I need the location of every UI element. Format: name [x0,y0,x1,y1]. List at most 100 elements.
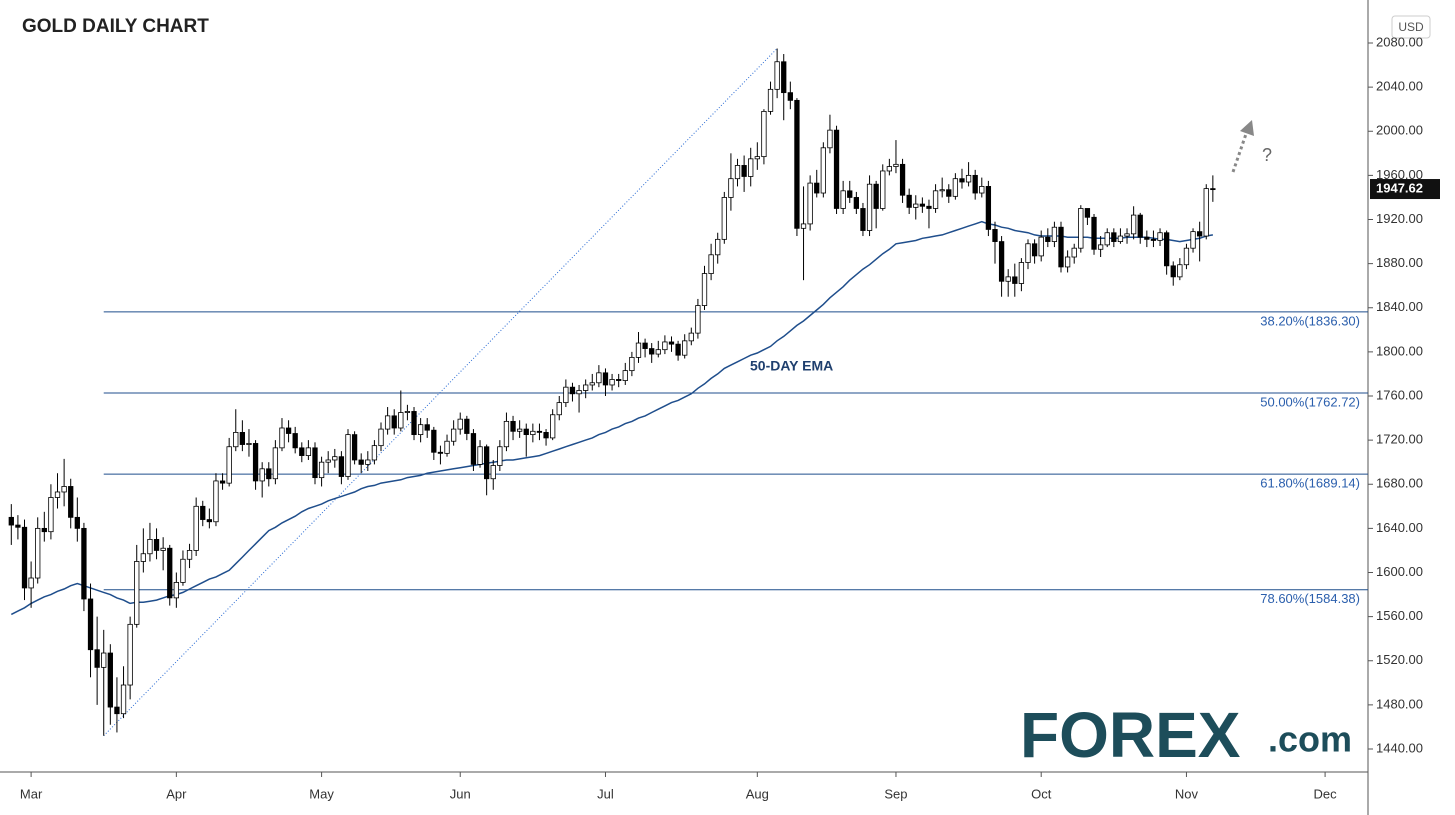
candle-body [384,415,391,430]
candle-body [899,163,906,196]
candle-body [48,497,54,533]
arrow-head [1240,120,1254,136]
candle-body [781,61,787,94]
candle-body [556,402,562,416]
candle-body [1203,188,1209,237]
candle-body [1170,265,1176,278]
candle-body [338,456,345,477]
candle-body [1025,243,1031,263]
candle-body [985,186,992,230]
candle-body [252,443,259,482]
candle-body [305,447,312,456]
candle-body [576,390,582,395]
y-tick-label: 1560.00 [1376,608,1423,623]
candle-body [708,254,714,274]
candle-body [180,558,186,583]
candle-body [74,516,80,529]
arrow-shaft [1231,133,1248,173]
candle-body [1058,226,1064,268]
candle-body [754,156,760,160]
candle-body [173,582,179,599]
candle-body [866,183,873,231]
candle-body [642,342,648,349]
x-tick-label: Apr [166,786,187,801]
candle-body [886,166,893,172]
candle-body [233,432,239,448]
candle-body [767,88,774,112]
currency-box [1391,15,1431,39]
candle-body [530,430,536,436]
candle-body [820,147,826,194]
candle-body [87,598,94,651]
candle-body [840,190,846,209]
candle-body [992,229,998,242]
candle-body [193,505,199,551]
candle-body [457,418,463,430]
candle-body [477,446,483,465]
candle-body [682,340,688,356]
candle-body [292,433,298,449]
candle-body [417,424,424,436]
candle-body [833,129,840,209]
candle-body [1183,247,1190,266]
candle-body [1097,244,1104,250]
candle-body [675,343,681,356]
candle-body [490,465,496,480]
y-tick-label: 2080.00 [1376,34,1423,49]
candle-body [1078,208,1084,249]
x-tick-label: Nov [1175,786,1199,801]
candle-body [200,505,206,520]
candle-body [701,273,708,306]
candle-body [965,174,972,183]
candle-body [1124,233,1130,237]
y-tick-label: 1880.00 [1376,255,1423,270]
candle-body [583,384,589,391]
candle-body [358,459,364,465]
candle-body [893,163,899,167]
candle-body [61,486,67,493]
candle-body [28,577,34,589]
candle-body [695,305,701,334]
last-price-box [1370,179,1440,200]
candle-body [1018,262,1025,284]
candle-body [1150,238,1157,241]
candle-body [517,428,523,432]
candle-body [127,623,133,686]
x-tick-label: Sep [884,786,907,801]
y-tick-label: 1480.00 [1376,696,1423,711]
candle-body [589,382,595,386]
x-tick-label: Aug [746,786,769,801]
fib-label: 50.00%(1762.72) [1260,394,1360,409]
x-tick-label: Jun [450,786,471,801]
candle-body [259,468,265,482]
candle-body [120,684,127,715]
x-tick-label: Oct [1031,786,1052,801]
candle-body [794,99,800,229]
candle-body [536,430,543,433]
candle-body [972,174,978,194]
candle-body [741,165,747,177]
candle-body [952,178,959,197]
candle-body [444,440,450,454]
candle-body [464,418,470,434]
candle-body [345,434,351,477]
candle-body [734,165,741,180]
candle-body [503,420,510,448]
candle-body [906,194,912,208]
candle-body [1038,236,1044,257]
y-tick-label: 1840.00 [1376,299,1423,314]
candle-body [635,342,642,358]
candle-body [668,341,675,345]
candle-body [787,92,793,101]
y-tick-label: 1640.00 [1376,520,1423,535]
candle-body [1210,188,1216,191]
candle-body [1031,243,1038,257]
candle-body [1130,214,1137,235]
candle-body [807,182,813,225]
candle-body [226,446,232,484]
candle-body [629,356,635,372]
candle-body [649,348,655,355]
candle-body [602,372,609,386]
